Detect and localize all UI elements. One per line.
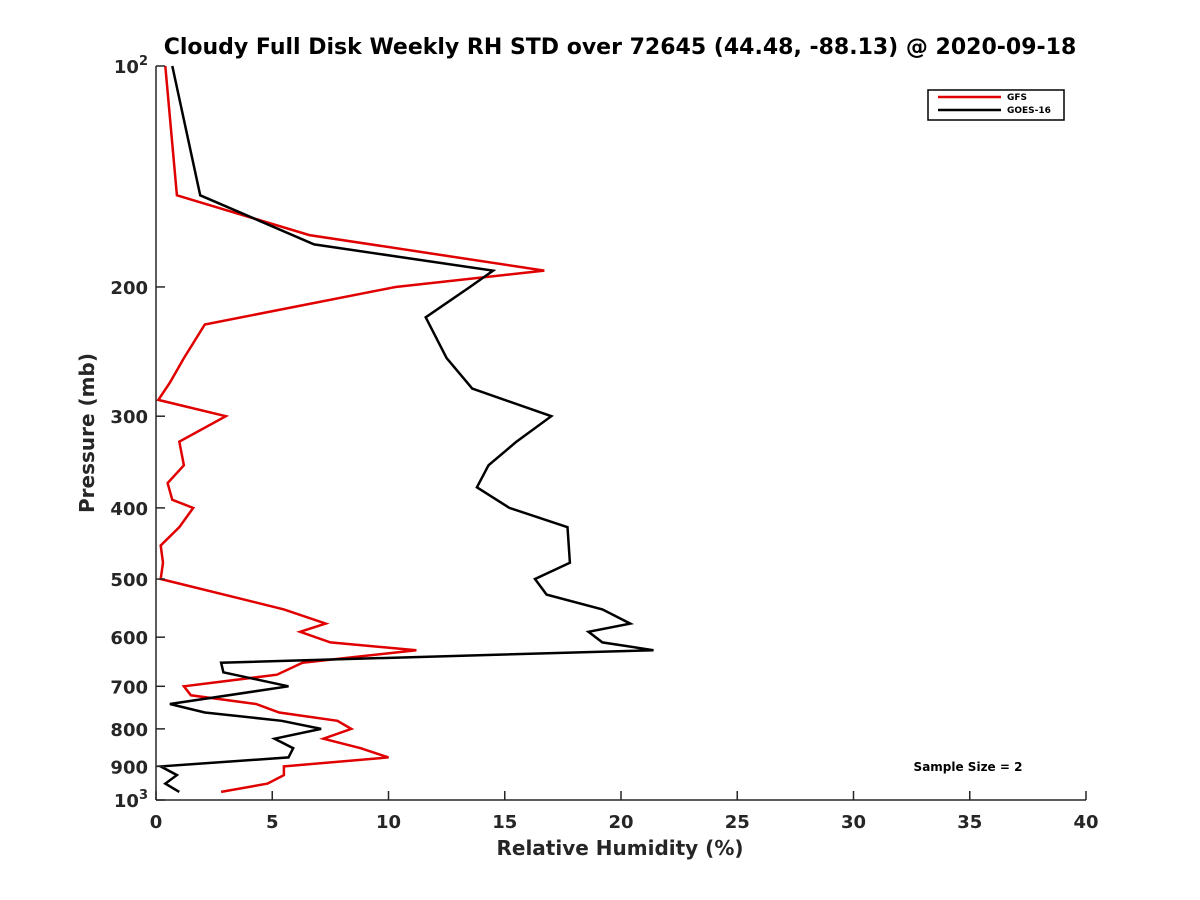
sample-size-annotation: Sample Size = 2 [914,760,1023,774]
y-tick-label: 400 [110,499,148,520]
y-tick-label: 600 [110,628,148,649]
legend-label-goes16: GOES-16 [1007,106,1051,116]
x-tick-label: 20 [608,812,633,833]
series-line-goes-16 [156,65,654,793]
series-layer [156,65,654,794]
legend-label-gfs: GFS [1007,93,1027,103]
ticks-layer: 0 5 10 15 20 25 30 35 40 102 200 300 400 500 600 700 800… [110,54,1098,833]
y-tick-label: 500 [110,570,148,591]
y-tick-label: 102 [114,54,148,78]
x-tick-label: 30 [841,812,866,833]
x-tick-label: 25 [725,812,750,833]
y-tick-label: 300 [110,407,148,428]
y-tick-label: 103 [114,788,148,812]
y-tick-label: 900 [110,757,148,778]
x-tick-label: 10 [376,812,401,833]
x-axis-label: Relative Humidity (%) [496,836,743,860]
y-tick-label: 800 [110,720,148,741]
x-tick-label: 5 [266,812,279,833]
legend-box [927,89,1065,121]
x-tick-label: 0 [150,812,163,833]
x-tick-label: 15 [492,812,517,833]
x-tick-label: 35 [957,812,982,833]
legend: GFS GOES-16 [927,89,1065,121]
plot-area [156,66,1086,800]
chart-title: Cloudy Full Disk Weekly RH STD over 7264… [164,35,1077,60]
plot-background [156,66,1086,800]
series-line-gfs [156,65,545,794]
y-tick-label: 200 [110,278,148,299]
y-axis-label: Pressure (mb) [75,353,99,513]
y-tick-label: 700 [110,677,148,698]
x-tick-label: 40 [1073,812,1098,833]
